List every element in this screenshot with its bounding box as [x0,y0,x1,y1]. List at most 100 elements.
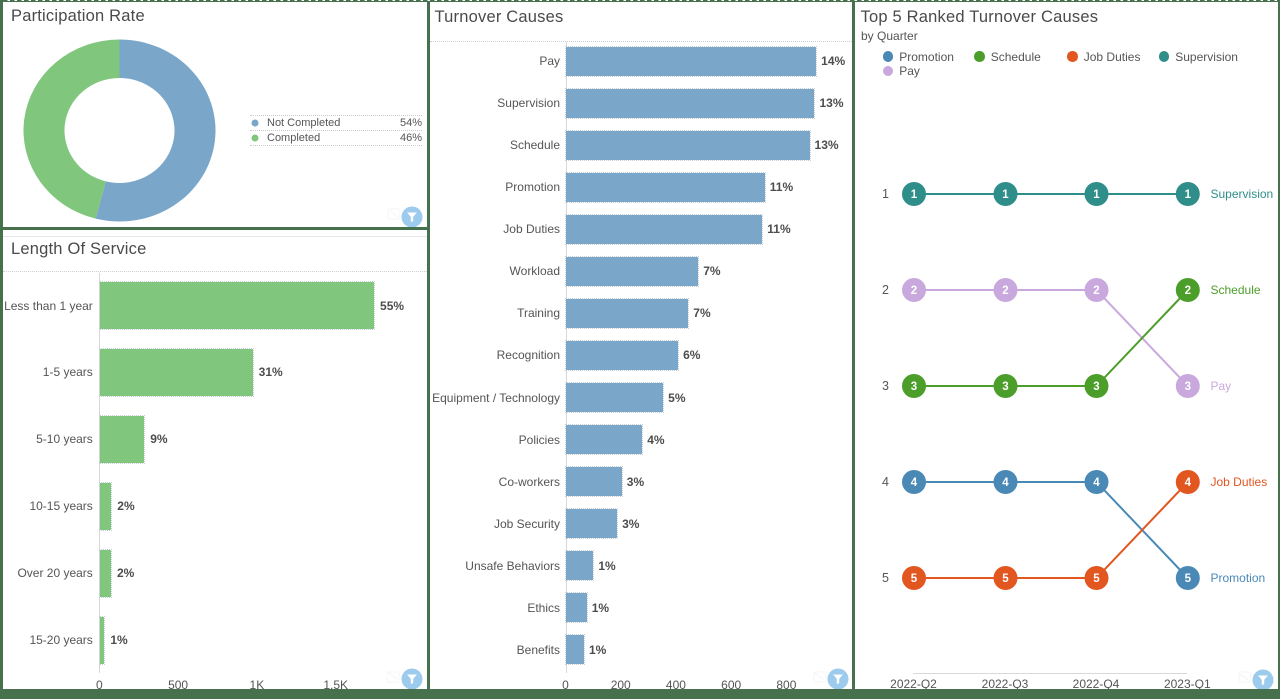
top5-bump-chart[interactable]: 4 4 4 5 2 2 2 3 3 3 3 2 5 5 5 4 1 1 1 1 [855,2,1278,689]
bar-ethics[interactable] [565,592,588,624]
filter-button[interactable] [827,668,849,689]
bar-job-security[interactable] [564,508,619,540]
rank-axis-label: 3 [882,379,889,393]
panel-top5-ranked-turnover-causes: Top 5 Ranked Turnover Causes by Quarter … [854,2,1278,689]
rank-axis-label: 2 [882,283,889,297]
donut-slice-completed[interactable] [23,39,120,219]
participation-donut-chart[interactable] [3,2,426,226]
bump-node-promotion[interactable] [1084,470,1108,494]
legend-dot [974,51,985,62]
bar-equipment-technology[interactable] [564,382,665,414]
filter-button[interactable] [401,668,422,689]
category-label: Over 20 years [17,566,93,581]
bar-less-than-1-year[interactable] [98,281,376,330]
panel-title: Top 5 Ranked Turnover Causes [860,8,1099,26]
bar-10-15-years[interactable] [98,481,113,531]
legend-item-pay[interactable]: Pay [882,64,920,78]
bump-node-schedule[interactable] [1175,278,1200,302]
filter-button[interactable] [1252,669,1274,689]
value-label: 13% [819,96,844,111]
legend-item-supervision[interactable]: Supervision [1158,50,1238,64]
legend-value: 46% [399,131,422,144]
bump-node-rank: 4 [1184,477,1191,489]
legend-dot [251,119,258,126]
filter-button[interactable] [401,206,423,227]
bar-15-20-years[interactable] [98,615,106,665]
bump-node-schedule[interactable] [901,374,926,398]
value-label: 4% [647,432,665,447]
legend-label: Pay [899,64,920,78]
bump-node-pay[interactable] [901,278,926,302]
bar-5-10-years[interactable] [98,414,146,464]
bar-workload[interactable] [564,255,700,287]
legend-item-schedule[interactable]: Schedule [974,50,1041,64]
bump-node-pay[interactable] [1175,374,1200,398]
value-label: 7% [703,264,721,279]
bump-node-promotion[interactable] [1175,566,1200,590]
series-label-pay: Pay [1210,379,1232,393]
bump-node-promotion[interactable] [901,470,926,494]
value-label: 2% [117,499,135,514]
bump-node-supervision[interactable] [993,182,1017,206]
bump-node-supervision[interactable] [1175,182,1200,206]
bump-node-rank: 1 [1002,189,1009,201]
bump-node-job-duties[interactable] [1175,470,1200,494]
bar-training[interactable] [564,297,690,329]
legend-label[interactable]: Completed [267,131,321,144]
bar-supervision[interactable] [564,87,816,119]
bar-unsafe-behaviors[interactable] [564,550,595,582]
value-label: 9% [150,432,168,447]
bump-node-supervision[interactable] [901,182,926,206]
series-label-supervision: Supervision [1210,187,1274,201]
panel-subtitle: by Quarter [861,28,918,43]
rank-axis-label: 1 [882,187,889,201]
legend-label[interactable]: Not Completed [267,116,341,129]
bump-node-rank: 5 [1184,573,1191,585]
bump-node-pay[interactable] [1084,278,1108,302]
bump-line-schedule [913,289,1189,387]
bar-co-workers[interactable] [565,466,623,498]
category-label: Unsafe Behaviors [465,558,560,573]
bar-over-20-years[interactable] [98,548,113,598]
bar-recognition[interactable] [564,339,680,371]
x-axis-tick: 500 [168,677,189,690]
bar-job-duties[interactable] [564,213,764,245]
bar-promotion[interactable] [565,171,766,203]
bar-schedule[interactable] [565,129,811,161]
funnel-icon [407,212,417,222]
bump-node-schedule[interactable] [993,374,1017,398]
value-label: 1% [591,600,610,615]
value-label: 6% [683,348,701,363]
bump-node-job-duties[interactable] [1084,566,1108,590]
bump-node-pay[interactable] [993,278,1017,302]
bump-node-promotion[interactable] [993,470,1017,494]
bump-line-promotion [913,481,1189,579]
bump-node-supervision[interactable] [1084,182,1108,206]
rank-axis-label: 4 [882,475,889,489]
donut-slice-not-completed[interactable] [95,39,216,222]
bar-pay[interactable] [564,45,818,77]
bar-policies[interactable] [564,424,644,456]
bump-node-rank: 3 [910,381,916,393]
bump-node-job-duties[interactable] [993,566,1017,590]
ghost-icon [386,671,400,682]
value-label: 1% [110,633,128,647]
funnel-icon [1258,675,1268,686]
bump-node-schedule[interactable] [1084,374,1108,398]
bump-node-job-duties[interactable] [901,566,926,590]
legend-item-promotion[interactable]: Promotion [882,50,954,64]
bar-1-5-years[interactable] [98,347,254,397]
value-label: 1% [598,558,616,573]
value-label: 3% [626,474,645,489]
legend-separator [250,114,422,116]
legend-item-job-duties[interactable]: Job Duties [1067,50,1140,64]
category-label: Co-workers [498,474,560,489]
bar-benefits[interactable] [565,634,585,666]
category-label: Benefits [516,642,560,657]
x-axis-tick: 200 [610,678,631,689]
category-label: 15-20 years [29,633,93,647]
ghost-icon [387,208,401,220]
legend-label: Schedule [990,49,1041,64]
x-axis-tick: 0 [95,677,103,690]
series-label-schedule: Schedule [1210,283,1261,297]
